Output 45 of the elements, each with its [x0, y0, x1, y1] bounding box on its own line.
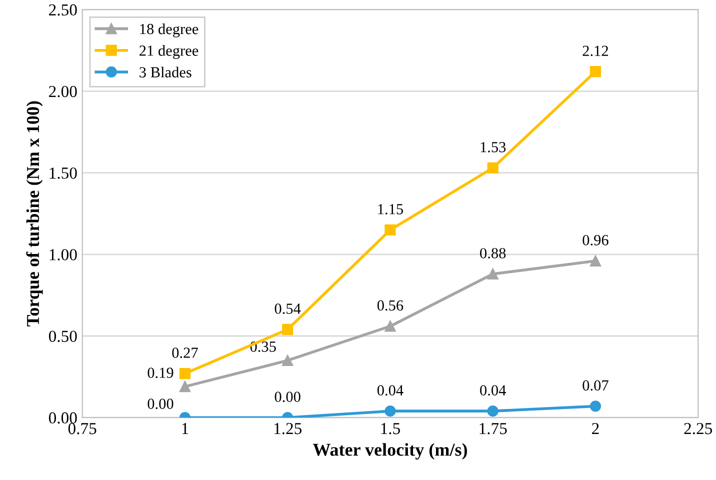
point [590, 66, 602, 78]
data-label: 0.19 [148, 368, 174, 378]
y-axis-title: Torque of turbine (Nm x 100) [26, 101, 43, 326]
legend-label: 18 degree [140, 23, 198, 38]
point [590, 400, 602, 412]
point [590, 255, 602, 266]
point [487, 406, 498, 417]
x-tick-label: 1.25 [274, 422, 302, 434]
data-label: 0.96 [582, 235, 608, 246]
x-tick-label: 2.25 [684, 422, 712, 434]
y-tick-label: 2.00 [49, 86, 77, 98]
x-tick-label: 1.5 [381, 423, 400, 434]
x-tick-label: 2 [592, 422, 599, 434]
point [487, 162, 498, 174]
data-label: 1.53 [480, 142, 506, 152]
data-label: 0.04 [480, 385, 506, 396]
y-tick-label: 0.00 [48, 412, 77, 424]
point [487, 268, 498, 280]
data-label: 0.56 [377, 300, 404, 311]
y-tick-label: 2.50 [49, 4, 77, 16]
data-label: 0.27 [172, 348, 198, 358]
data-label: 0.07 [582, 380, 608, 391]
point [384, 320, 396, 332]
point [384, 224, 396, 236]
point [384, 406, 396, 417]
y-tick-label: 1.00 [50, 249, 77, 260]
x-tick-label: 1.75 [480, 423, 507, 434]
point [282, 324, 294, 336]
data-label: 0.04 [377, 385, 404, 396]
data-label: 2.12 [582, 46, 608, 56]
data-label: 0.00 [148, 398, 174, 410]
point [282, 354, 294, 366]
data-label: 1.15 [378, 204, 403, 214]
point [179, 368, 191, 380]
point [179, 381, 191, 392]
x-tick-label: 0.75 [68, 422, 96, 434]
data-label: 0.00 [274, 392, 300, 402]
legend-label: 21 degree [140, 45, 198, 59]
x-axis-title: Water velocity (m/s) [312, 443, 467, 460]
data-label: 0.88 [480, 248, 506, 258]
x-tick-label: 1 [182, 423, 188, 434]
legend-label: 3 Blades [140, 66, 192, 78]
y-tick-label: 1.50 [50, 168, 77, 179]
data-label: 0.54 [274, 304, 301, 314]
y-tick-label: 0.50 [48, 330, 77, 342]
